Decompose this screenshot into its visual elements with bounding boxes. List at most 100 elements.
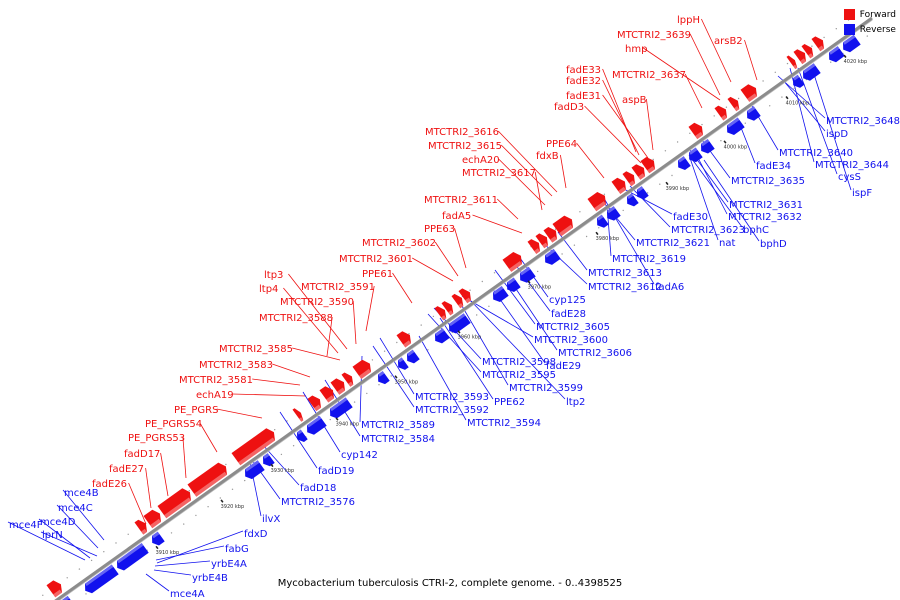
- forward-gene[interactable]: [631, 164, 646, 180]
- reverse-gene[interactable]: [263, 453, 275, 467]
- reverse-gene[interactable]: [435, 328, 450, 344]
- reverse-gene[interactable]: [493, 286, 509, 302]
- gene-label-forward[interactable]: fadD17: [124, 449, 160, 460]
- forward-gene[interactable]: [793, 49, 807, 65]
- gene-label-reverse[interactable]: MTCTRI2_3644: [815, 160, 889, 171]
- gene-label-reverse[interactable]: MTCTRI2_3605: [536, 322, 610, 333]
- gene-label-reverse[interactable]: fadE34: [756, 161, 791, 172]
- gene-label-reverse[interactable]: MTCTRI2_3594: [467, 418, 541, 429]
- forward-gene[interactable]: [434, 306, 447, 321]
- reverse-gene[interactable]: [843, 34, 861, 53]
- gene-arrow[interactable]: [157, 488, 192, 519]
- gene-label-forward[interactable]: MTCTRI2_3615: [428, 141, 502, 152]
- reverse-gene[interactable]: [545, 248, 561, 265]
- reverse-gene[interactable]: [85, 564, 119, 594]
- gene-arrow[interactable]: [307, 395, 322, 412]
- gene-arrow[interactable]: [829, 46, 845, 63]
- gene-arrow[interactable]: [607, 206, 621, 221]
- gene-label-forward[interactable]: MTCTRI2_3637: [612, 70, 686, 81]
- gene-label-reverse[interactable]: MTCTRI2_3631: [729, 200, 803, 211]
- gene-arrow[interactable]: [793, 74, 805, 88]
- forward-gene[interactable]: [134, 519, 148, 535]
- gene-label-forward[interactable]: fdxB: [536, 151, 559, 162]
- gene-arrow[interactable]: [688, 122, 704, 140]
- forward-gene[interactable]: [801, 44, 814, 59]
- gene-label-reverse[interactable]: MTCTRI2_3584: [361, 434, 435, 445]
- gene-arrow[interactable]: [378, 371, 390, 385]
- gene-label-reverse[interactable]: ispD: [826, 129, 848, 140]
- gene-arrow[interactable]: [689, 147, 703, 163]
- reverse-gene[interactable]: [507, 277, 521, 293]
- reverse-gene[interactable]: [689, 147, 703, 163]
- gene-label-reverse[interactable]: mce4D: [40, 517, 76, 528]
- gene-label-forward[interactable]: PPE61: [362, 269, 393, 280]
- gene-label-reverse[interactable]: fadE29: [546, 361, 581, 372]
- gene-arrow[interactable]: [231, 428, 276, 466]
- reverse-gene[interactable]: [297, 429, 308, 443]
- forward-gene[interactable]: [740, 84, 758, 102]
- forward-gene[interactable]: [341, 372, 354, 387]
- gene-label-reverse[interactable]: MTCTRI2_3598: [482, 357, 556, 368]
- gene-arrow[interactable]: [507, 277, 521, 293]
- gene-arrow[interactable]: [263, 453, 275, 467]
- gene-label-forward[interactable]: fadD3: [554, 102, 584, 113]
- gene-label-forward[interactable]: MTCTRI2_3585: [219, 344, 293, 355]
- gene-arrow[interactable]: [292, 408, 304, 422]
- gene-label-forward[interactable]: PE_PGRS54: [145, 419, 202, 430]
- gene-label-forward[interactable]: MTCTRI2_3591: [301, 282, 375, 293]
- forward-gene[interactable]: [307, 395, 322, 412]
- gene-arrow[interactable]: [801, 44, 814, 59]
- gene-label-reverse[interactable]: fadD18: [300, 483, 336, 494]
- gene-label-reverse[interactable]: fadD19: [318, 466, 354, 477]
- forward-gene[interactable]: [543, 227, 558, 243]
- gene-arrow[interactable]: [727, 96, 740, 112]
- gene-arrow[interactable]: [245, 460, 265, 480]
- gene-label-reverse[interactable]: nat: [719, 238, 735, 249]
- gene-label-forward[interactable]: MTCTRI2_3581: [179, 375, 253, 386]
- gene-label-forward[interactable]: MTCTRI2_3601: [339, 254, 413, 265]
- gene-arrow[interactable]: [502, 252, 523, 272]
- gene-arrow[interactable]: [330, 378, 346, 395]
- gene-label-reverse[interactable]: MTCTRI2_3592: [415, 405, 489, 416]
- forward-gene[interactable]: [319, 386, 335, 403]
- gene-arrow[interactable]: [701, 139, 715, 154]
- gene-arrow[interactable]: [545, 248, 561, 265]
- gene-label-reverse[interactable]: fadA6: [655, 282, 684, 293]
- gene-arrow[interactable]: [451, 293, 464, 309]
- gene-arrow[interactable]: [352, 359, 372, 379]
- gene-label-forward[interactable]: MTCTRI2_3611: [424, 195, 498, 206]
- gene-label-forward[interactable]: fadA5: [442, 211, 471, 222]
- gene-label-reverse[interactable]: cysS: [838, 172, 861, 183]
- gene-arrow[interactable]: [62, 595, 75, 600]
- forward-gene[interactable]: [502, 252, 523, 272]
- gene-label-reverse[interactable]: mce4A: [170, 589, 205, 600]
- gene-arrow[interactable]: [631, 164, 646, 180]
- gene-arrow[interactable]: [640, 157, 656, 174]
- reverse-gene[interactable]: [637, 186, 649, 200]
- gene-label-reverse[interactable]: ispF: [852, 188, 872, 199]
- gene-arrow[interactable]: [527, 239, 541, 254]
- gene-label-forward[interactable]: MTCTRI2_3583: [199, 360, 273, 371]
- gene-label-forward[interactable]: MTCTRI2_3617: [462, 168, 536, 179]
- gene-arrow[interactable]: [434, 306, 447, 321]
- gene-label-reverse[interactable]: mce4C: [58, 503, 93, 514]
- forward-gene[interactable]: [157, 488, 192, 519]
- gene-label-reverse[interactable]: fdxD: [244, 529, 268, 540]
- reverse-gene[interactable]: [407, 349, 420, 364]
- reverse-gene[interactable]: [117, 543, 149, 571]
- gene-arrow[interactable]: [435, 328, 450, 344]
- gene-label-reverse[interactable]: MTCTRI2_3640: [779, 148, 853, 159]
- reverse-gene[interactable]: [307, 416, 327, 435]
- reverse-gene[interactable]: [829, 46, 845, 63]
- gene-arrow[interactable]: [46, 580, 63, 598]
- gene-label-forward[interactable]: MTCTRI2_3616: [425, 127, 499, 138]
- reverse-gene[interactable]: [793, 74, 805, 88]
- gene-label-forward[interactable]: MTCTRI2_3639: [617, 30, 691, 41]
- forward-gene[interactable]: [535, 233, 549, 249]
- gene-label-forward[interactable]: fadE31: [566, 91, 601, 102]
- gene-label-forward[interactable]: MTCTRI2_3588: [259, 313, 333, 324]
- gene-arrow[interactable]: [793, 49, 807, 65]
- gene-arrow[interactable]: [543, 227, 558, 243]
- reverse-gene[interactable]: [607, 206, 621, 221]
- gene-label-forward[interactable]: fadE32: [566, 76, 601, 87]
